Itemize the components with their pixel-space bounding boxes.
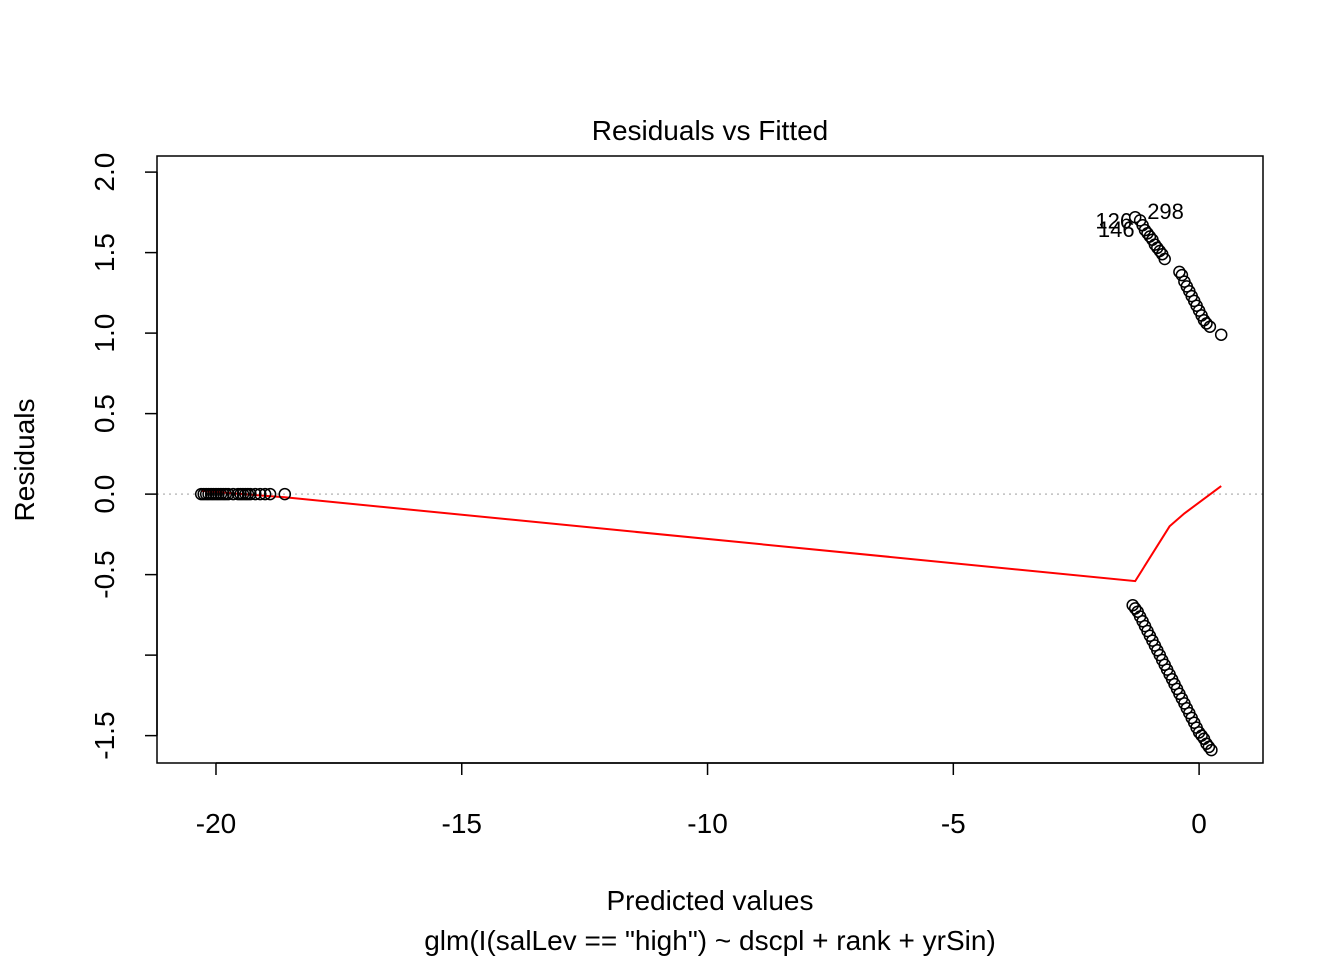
data-point (1202, 740, 1216, 754)
y-axis-label: Residuals (9, 399, 40, 522)
data-point (1214, 328, 1228, 341)
data-point (1128, 602, 1142, 615)
y-tick-label: 1.0 (89, 314, 120, 353)
y-tick-label: 1.5 (89, 233, 120, 272)
point-label: 126 (1095, 208, 1132, 233)
data-point (222, 487, 235, 501)
data-point (1205, 743, 1218, 757)
y-tick-label: 2.0 (89, 153, 120, 192)
chart-title: Residuals vs Fitted (592, 115, 829, 146)
smoother-line (201, 485, 1222, 583)
data-point (1203, 320, 1217, 333)
x-axis: -20 -15 -10 -5 0 (196, 762, 1207, 839)
data-point (278, 487, 292, 501)
data-point (253, 487, 267, 501)
x-axis-label: Predicted values (606, 885, 813, 916)
data-point (258, 487, 272, 501)
data-point (249, 487, 262, 501)
x-tick-label: -15 (442, 808, 482, 839)
data-point (244, 487, 257, 501)
residual-points (194, 210, 1228, 757)
point-label: 146 (1098, 217, 1135, 242)
data-point (226, 487, 240, 501)
data-point (1195, 729, 1208, 742)
plot-frame (156, 155, 1264, 764)
y-tick-label: 0.0 (89, 475, 120, 514)
model-formula-subtitle: glm(I(salLev == "high") ~ dscpl + rank +… (424, 925, 996, 956)
x-tick-label: 0 (1191, 808, 1207, 839)
point-label: 298 (1147, 199, 1184, 224)
y-axis: -1.5 -0.5 0.0 0.5 1.0 1.5 2.0 (89, 153, 158, 760)
data-point (1175, 268, 1189, 282)
data-point (1173, 265, 1186, 279)
x-tick-label: -10 (687, 808, 727, 839)
y-tick-label: -1.5 (89, 711, 120, 759)
y-tick-label: 0.5 (89, 394, 120, 433)
x-tick-label: -20 (196, 808, 236, 839)
x-tick-label: -5 (941, 808, 966, 839)
y-tick-label: -0.5 (89, 550, 120, 598)
data-point (1158, 252, 1171, 266)
data-point (1200, 317, 1213, 330)
data-point (263, 487, 277, 501)
